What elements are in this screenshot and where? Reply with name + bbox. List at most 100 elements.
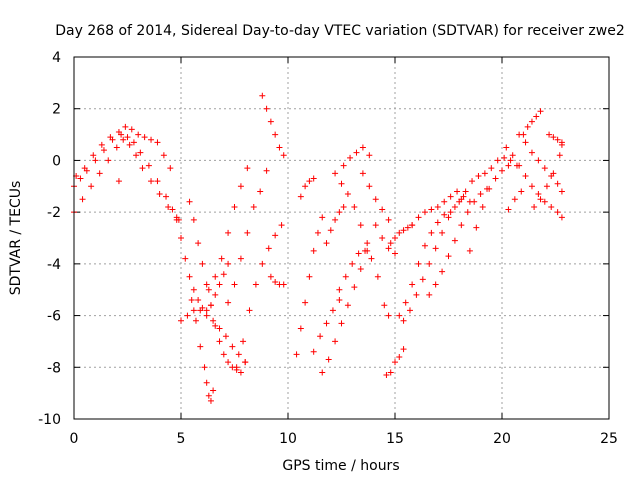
data-point (233, 364, 240, 371)
data-point (237, 183, 244, 190)
data-point (501, 154, 508, 161)
data-point (293, 351, 300, 358)
data-point (558, 214, 565, 221)
data-point (231, 281, 238, 288)
data-point (246, 307, 253, 314)
data-point (428, 206, 435, 213)
data-point (278, 222, 285, 229)
data-point (310, 175, 317, 182)
data-point (387, 240, 394, 247)
data-point (207, 397, 214, 404)
data-point (128, 126, 135, 133)
data-point (511, 196, 518, 203)
data-point (462, 188, 469, 195)
data-point (212, 273, 219, 280)
data-point (319, 369, 326, 376)
data-point (486, 185, 493, 192)
data-point (396, 229, 403, 236)
data-point (218, 255, 225, 262)
data-point (509, 152, 516, 159)
data-point (445, 214, 452, 221)
data-point (237, 255, 244, 262)
data-point (319, 214, 326, 221)
data-point (406, 307, 413, 314)
data-point (409, 281, 416, 288)
x-tick-label: 10 (279, 431, 297, 447)
data-point (137, 149, 144, 156)
data-point (432, 281, 439, 288)
data-point (225, 359, 232, 366)
data-point (77, 175, 84, 182)
data-point (516, 162, 523, 169)
data-point (531, 203, 538, 210)
data-point (537, 196, 544, 203)
data-point (115, 178, 122, 185)
data-point (124, 134, 131, 141)
axis-ticks (73, 56, 610, 420)
data-point (306, 178, 313, 185)
data-point (475, 172, 482, 179)
x-tick-label: 15 (386, 431, 404, 447)
data-point (280, 152, 287, 159)
data-point (460, 193, 467, 200)
data-point (265, 245, 272, 252)
data-point (98, 141, 105, 148)
data-point (357, 222, 364, 229)
data-point (113, 144, 120, 151)
data-point (392, 235, 398, 241)
data-point (353, 149, 360, 156)
data-point (464, 209, 471, 216)
data-point (225, 299, 232, 306)
data-point (413, 291, 420, 298)
data-point (237, 369, 244, 376)
data-point (190, 286, 197, 293)
data-point (558, 141, 565, 148)
data-point (148, 178, 155, 185)
y-tick-label: -10 (38, 412, 61, 428)
data-point (323, 240, 330, 247)
data-point (505, 162, 512, 169)
data-point (458, 222, 465, 229)
data-point (173, 216, 180, 223)
data-point (154, 178, 161, 185)
data-point (535, 157, 542, 164)
data-point (317, 333, 324, 340)
data-point (156, 191, 163, 198)
data-point (349, 260, 356, 267)
data-point (426, 291, 433, 298)
data-point (466, 247, 473, 254)
data-point (344, 302, 351, 309)
data-point (96, 170, 103, 177)
data-point (554, 180, 561, 187)
data-point (207, 302, 214, 309)
data-point (201, 364, 208, 371)
data-point (351, 203, 358, 210)
data-point (263, 167, 270, 174)
data-point (332, 338, 339, 345)
data-point (434, 203, 441, 210)
data-point (178, 235, 184, 241)
data-point (272, 232, 279, 239)
data-point (447, 193, 454, 200)
data-point (471, 198, 478, 205)
data-point (520, 131, 527, 138)
data-point (402, 299, 409, 306)
data-point (190, 216, 197, 223)
data-point (537, 108, 544, 115)
data-point (548, 203, 555, 210)
data-point (184, 312, 191, 319)
data-point (167, 165, 174, 172)
data-point (518, 188, 525, 195)
data-point (229, 343, 236, 350)
data-point (428, 229, 435, 236)
data-point (550, 170, 557, 177)
data-point (419, 276, 426, 283)
data-point (338, 320, 345, 327)
data-point (135, 131, 142, 138)
data-point (368, 255, 375, 262)
data-point (400, 346, 407, 353)
data-point (528, 118, 535, 125)
x-tick-label: 25 (600, 431, 618, 447)
data-point (329, 307, 336, 314)
